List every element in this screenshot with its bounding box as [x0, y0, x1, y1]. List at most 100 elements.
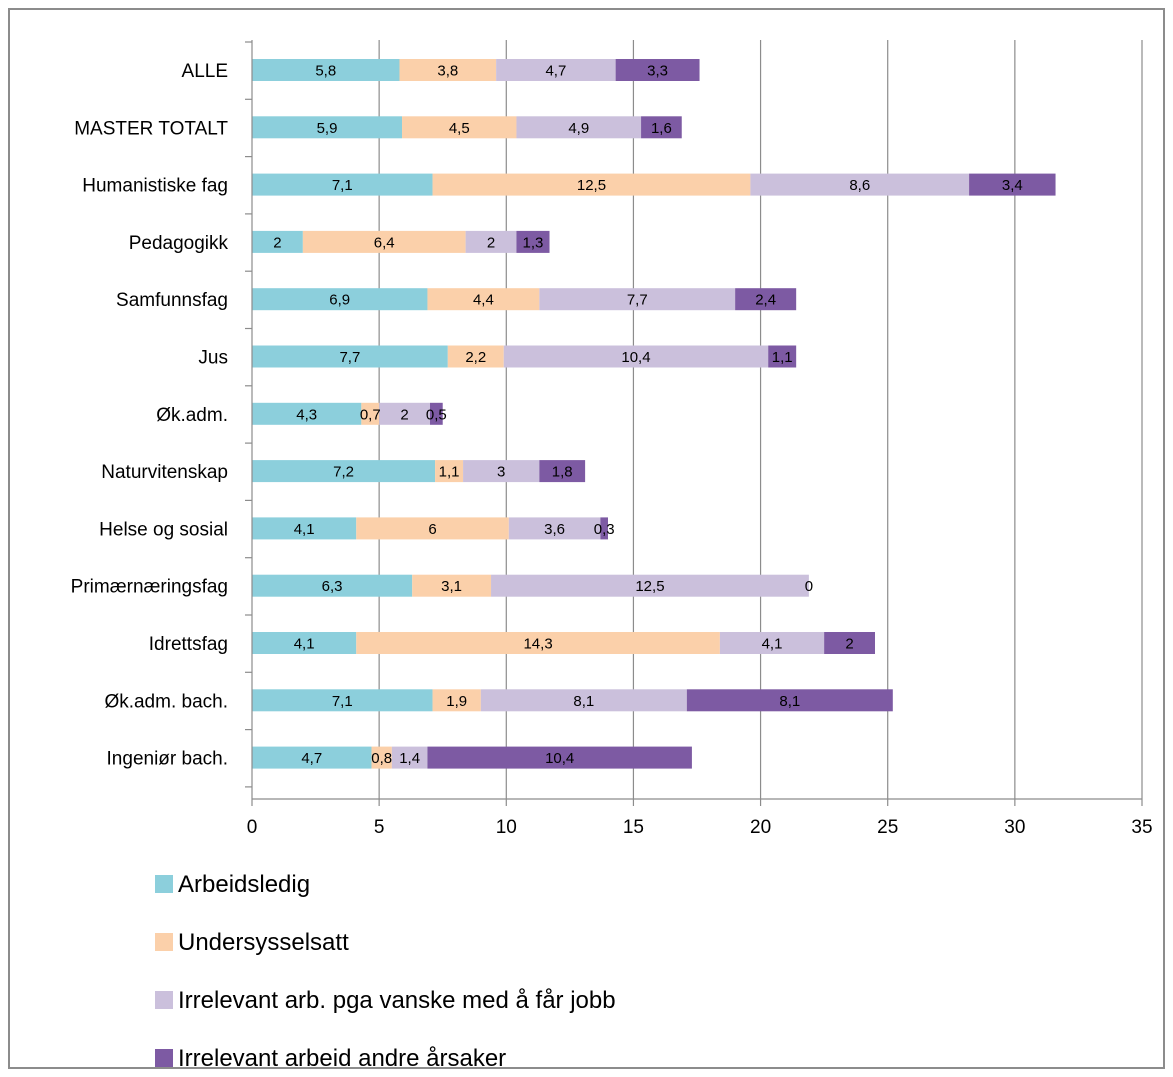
bar-segment [252, 402, 362, 425]
bar-segment [399, 59, 497, 81]
category-label: Helse og sosial [99, 519, 228, 540]
bar-segment [496, 59, 616, 81]
bars [252, 59, 1056, 769]
bar-segment [719, 632, 825, 654]
data-label: 4,4 [473, 292, 494, 309]
x-tick-label: 35 [1131, 817, 1152, 838]
legend-label: Undersysselsatt [178, 929, 349, 956]
data-label: 10,4 [545, 750, 574, 767]
data-label: 1,6 [651, 120, 672, 137]
category-label: MASTER TOTALT [74, 118, 228, 139]
data-label: 4,9 [568, 120, 589, 137]
bar-segment [516, 116, 642, 139]
bar-segment [768, 345, 797, 368]
bar-segment [516, 230, 550, 253]
data-label: 4,3 [296, 406, 317, 423]
category-label: Pedagogikk [129, 233, 229, 254]
bar-segment [686, 689, 893, 712]
bar-segment [641, 116, 682, 139]
x-tick-label: 0 [247, 817, 258, 838]
data-label: 1,1 [772, 349, 793, 366]
bar-segment [432, 689, 481, 712]
legend-label: Irrelevant arbeid andre årsaker [178, 1045, 506, 1072]
data-label: 7,7 [339, 349, 360, 366]
data-label: 0,5 [426, 406, 447, 423]
legend-swatch [155, 875, 173, 893]
x-tick-label: 25 [877, 817, 898, 838]
data-label: 0,8 [371, 750, 392, 767]
data-label: 2 [487, 234, 495, 251]
x-tick-label: 30 [1004, 817, 1025, 838]
bar-segment [252, 345, 448, 368]
bar-segment [361, 402, 380, 425]
data-label: 1,3 [523, 234, 544, 251]
bar-segment [302, 230, 466, 253]
bar-segment [371, 746, 392, 769]
data-labels: 5,8 3,8 4,7 3,3 5,9 4,5 4,9 1,6 7,1 12,5 8,6 3,4 2 6,… [273, 63, 1022, 768]
data-label: 3,1 [441, 578, 462, 595]
bar-segment [491, 574, 809, 597]
data-label: 7,1 [332, 177, 353, 194]
data-label: 2 [400, 406, 408, 423]
data-label: 12,5 [577, 177, 606, 194]
bar-segment [969, 173, 1056, 196]
bar-segment [252, 173, 433, 196]
bar-segment [539, 288, 736, 311]
bar-segment [402, 116, 517, 139]
legend: Arbeidsledig Undersysselsatt Irrelevant ar… [155, 871, 616, 1072]
data-label: 5,9 [317, 120, 338, 137]
category-label: Ingeniør bach. [107, 749, 228, 770]
bar-segment [252, 746, 372, 769]
data-label: 7,2 [333, 464, 354, 481]
data-label: 2 [845, 636, 853, 653]
data-label: 8,6 [849, 177, 870, 194]
bar-segment [430, 402, 443, 425]
x-tick-label: 10 [496, 817, 517, 838]
bar-segment [427, 746, 692, 769]
data-label: 6,4 [374, 234, 395, 251]
data-label: 4,7 [301, 750, 322, 767]
bar-segment [447, 345, 504, 368]
bar-segment [252, 230, 303, 253]
legend-swatch [155, 933, 173, 951]
bar-segment [435, 460, 464, 483]
data-label: 3,8 [437, 63, 458, 80]
data-label: 6 [428, 521, 436, 538]
data-label: 1,9 [446, 693, 467, 710]
data-label: 8,1 [573, 693, 594, 710]
x-tick-label: 15 [623, 817, 644, 838]
bar-segment [463, 460, 540, 483]
bar-segment [750, 173, 970, 196]
legend-label: Irrelevant arb. pga vanske med å får job… [178, 987, 616, 1014]
category-label: ALLE [182, 61, 228, 82]
bar-segment [252, 574, 413, 597]
data-label: 0,7 [360, 406, 381, 423]
bar-segment [391, 746, 428, 769]
legend-swatch [155, 1049, 173, 1067]
data-label: 7,1 [332, 693, 353, 710]
bar-segment [539, 460, 586, 483]
category-label: Samfunnsfag [116, 290, 228, 311]
bar-segment [356, 632, 720, 654]
category-label: Øk.adm. bach. [104, 691, 228, 712]
bar-segment [503, 345, 769, 368]
bar-segment [600, 517, 608, 540]
x-tick-label: 20 [750, 817, 771, 838]
data-label: 5,8 [315, 63, 336, 80]
data-label: 1,4 [399, 750, 420, 767]
bar-segment [252, 59, 400, 81]
data-label: 3,3 [647, 63, 668, 80]
data-label: 2 [273, 234, 281, 251]
bar-segment [508, 517, 601, 540]
bar-segment [824, 632, 875, 654]
bar-segment [465, 230, 517, 253]
data-label: 14,3 [523, 636, 552, 653]
category-label: Naturvitenskap [101, 462, 228, 483]
category-label: Humanistiske fag [82, 176, 228, 197]
data-label: 0 [805, 578, 813, 595]
data-label: 0,3 [594, 521, 615, 538]
category-label: Idrettsfag [149, 634, 228, 655]
bar-segment [379, 402, 430, 425]
